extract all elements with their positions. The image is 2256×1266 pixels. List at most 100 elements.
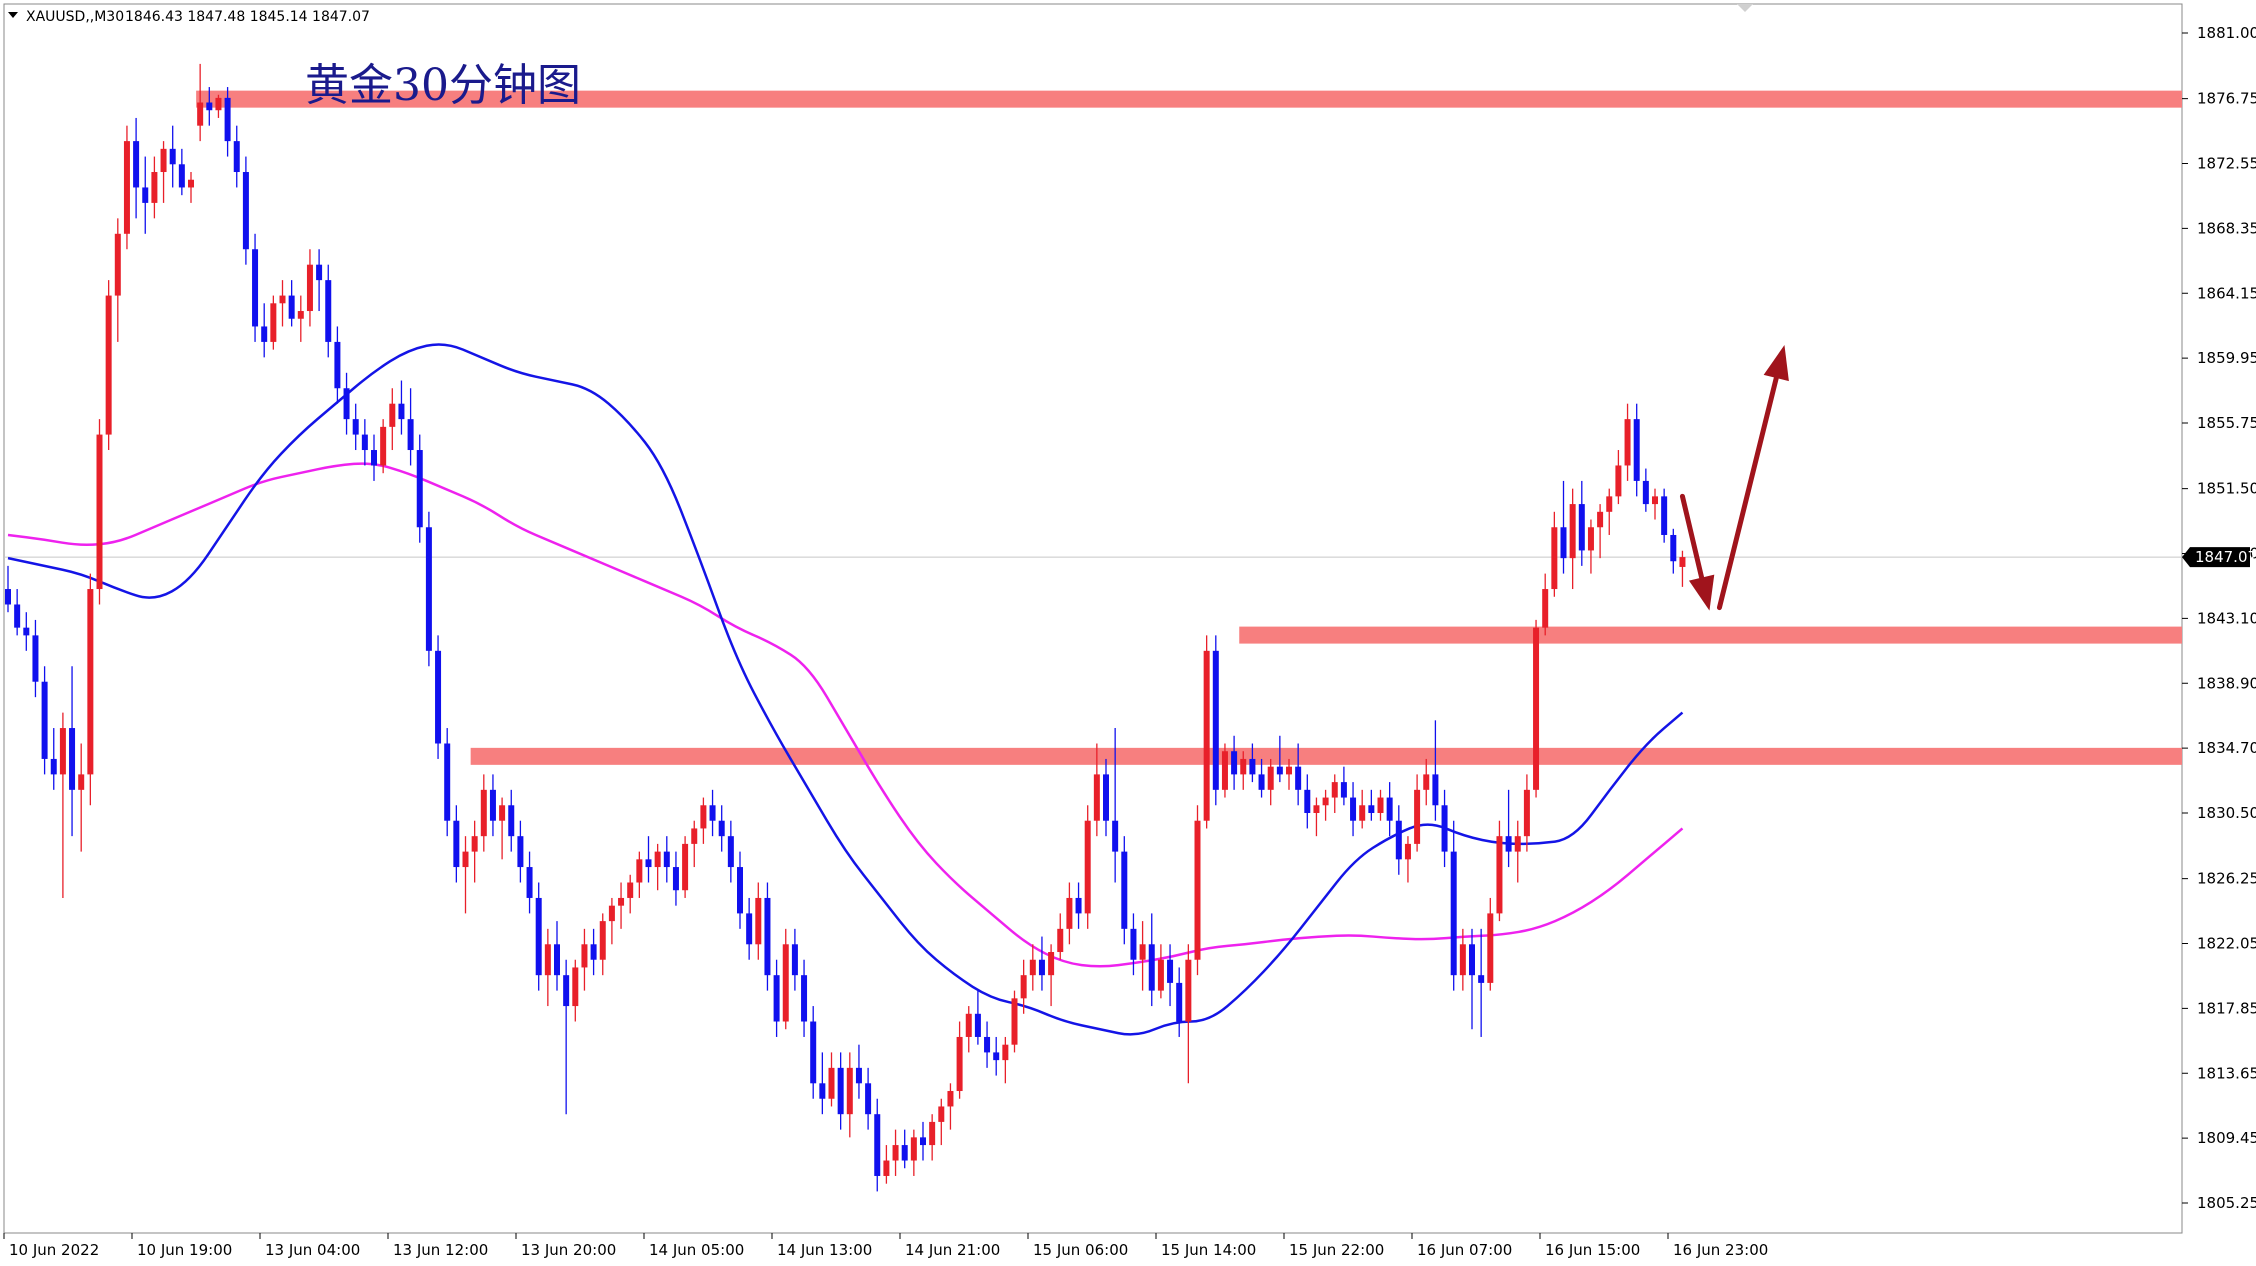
candle[interactable]	[105, 280, 112, 451]
candle[interactable]	[929, 1114, 936, 1161]
candle[interactable]	[78, 743, 85, 852]
candle[interactable]	[1258, 758, 1265, 798]
candle[interactable]	[1542, 573, 1549, 636]
candle[interactable]	[453, 805, 460, 883]
candle[interactable]	[1624, 403, 1631, 481]
candle[interactable]	[636, 851, 643, 898]
candle[interactable]	[270, 295, 277, 350]
candle[interactable]	[1057, 913, 1064, 960]
candle[interactable]	[1587, 519, 1594, 574]
candle[interactable]	[14, 589, 21, 636]
candle[interactable]	[407, 388, 414, 466]
candle[interactable]	[1478, 928, 1485, 1037]
candle[interactable]	[1313, 797, 1320, 837]
candle[interactable]	[279, 280, 286, 327]
collapse-marker-icon[interactable]	[1737, 4, 1753, 12]
candle[interactable]	[773, 959, 780, 1037]
candle[interactable]	[1167, 944, 1174, 1007]
candle[interactable]	[1505, 789, 1512, 868]
candle[interactable]	[1450, 820, 1457, 991]
candle[interactable]	[41, 666, 48, 775]
candle[interactable]	[1240, 751, 1247, 790]
candle[interactable]	[791, 928, 798, 991]
candle[interactable]	[874, 1098, 881, 1192]
candle[interactable]	[151, 156, 158, 219]
candle[interactable]	[517, 820, 524, 883]
candle[interactable]	[1523, 774, 1530, 852]
candle[interactable]	[508, 789, 515, 852]
candle[interactable]	[123, 125, 130, 250]
candle[interactable]	[947, 1083, 954, 1130]
candle[interactable]	[380, 419, 387, 474]
candle[interactable]	[563, 959, 570, 1115]
candle[interactable]	[1560, 480, 1567, 574]
candle[interactable]	[1304, 774, 1311, 829]
candle[interactable]	[361, 419, 368, 466]
candle[interactable]	[746, 897, 753, 960]
candle[interactable]	[1075, 882, 1082, 929]
candle[interactable]	[69, 666, 76, 837]
candle[interactable]	[1139, 921, 1146, 991]
candle[interactable]	[1048, 944, 1055, 1007]
candle[interactable]	[672, 851, 679, 906]
candle[interactable]	[1368, 789, 1375, 821]
candle[interactable]	[352, 403, 359, 451]
candle[interactable]	[1642, 468, 1649, 512]
candle[interactable]	[865, 1067, 872, 1130]
candle[interactable]	[416, 434, 423, 543]
candle[interactable]	[727, 820, 734, 883]
candle[interactable]	[801, 959, 808, 1037]
candle[interactable]	[608, 897, 615, 945]
candle[interactable]	[1423, 758, 1430, 806]
candle[interactable]	[1194, 805, 1201, 976]
candle[interactable]	[627, 874, 634, 914]
candle[interactable]	[1432, 720, 1439, 821]
candle[interactable]	[334, 326, 341, 404]
candle[interactable]	[1441, 789, 1448, 868]
candle[interactable]	[819, 1052, 826, 1115]
candle[interactable]	[1606, 488, 1613, 535]
candle[interactable]	[343, 372, 350, 435]
candle[interactable]	[910, 1129, 917, 1176]
candle[interactable]	[1130, 913, 1137, 976]
candle[interactable]	[114, 218, 121, 342]
candle[interactable]	[224, 87, 231, 157]
candle[interactable]	[1331, 774, 1338, 813]
candle[interactable]	[1011, 990, 1018, 1053]
candle[interactable]	[1103, 758, 1109, 837]
candle[interactable]	[242, 156, 249, 265]
candle[interactable]	[1020, 959, 1027, 1014]
moving-average-fast[interactable]	[7, 343, 1684, 1036]
candle[interactable]	[142, 156, 149, 234]
candle[interactable]	[901, 1129, 908, 1169]
candle[interactable]	[1267, 758, 1274, 806]
candle[interactable]	[5, 565, 11, 613]
candle[interactable]	[1093, 743, 1100, 837]
candle[interactable]	[828, 1052, 835, 1107]
candle[interactable]	[691, 820, 698, 868]
candle[interactable]	[398, 380, 405, 435]
candle[interactable]	[1340, 766, 1347, 806]
candle[interactable]	[1286, 758, 1292, 790]
candle[interactable]	[371, 434, 377, 481]
candle[interactable]	[1185, 944, 1192, 1084]
candle[interactable]	[1176, 967, 1183, 1037]
candle[interactable]	[32, 619, 39, 698]
candle[interactable]	[1377, 789, 1384, 821]
candle[interactable]	[1496, 820, 1503, 922]
candle[interactable]	[1157, 944, 1164, 999]
candle[interactable]	[1414, 774, 1421, 852]
candle[interactable]	[1469, 928, 1475, 1030]
candle[interactable]	[544, 928, 551, 1007]
candle[interactable]	[1084, 805, 1091, 929]
candle[interactable]	[178, 148, 185, 196]
candle[interactable]	[1249, 743, 1256, 783]
candle[interactable]	[1066, 882, 1073, 945]
candle[interactable]	[645, 836, 652, 883]
candle[interactable]	[215, 94, 222, 118]
candle[interactable]	[1231, 735, 1238, 790]
candle[interactable]	[1359, 789, 1366, 829]
candle[interactable]	[718, 805, 725, 852]
candle[interactable]	[1038, 936, 1045, 991]
candle[interactable]	[1661, 488, 1668, 543]
